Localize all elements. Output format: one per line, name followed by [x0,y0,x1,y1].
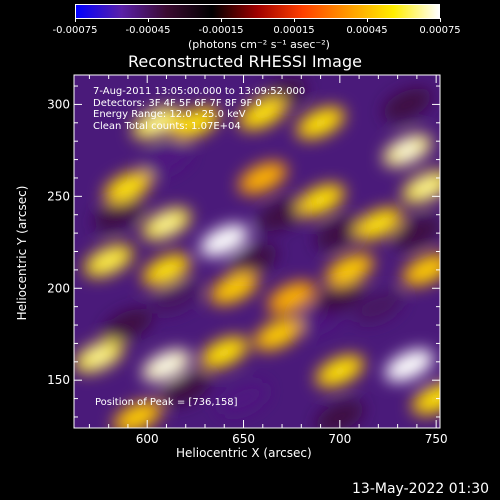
heatmap-low-region [315,217,365,250]
x-axis-label: Heliocentric X (arcsec) [176,446,312,460]
heatmap-bright-core [222,280,246,296]
heatmap-bright-core [367,216,390,232]
heatmap-bright-core [213,345,236,361]
heatmap-low-region [151,281,201,314]
chart-title: Reconstructed RHESSI Image [128,52,362,71]
colorbar-tick-label: -0.00075 [52,25,98,36]
annotation-time-range: 7-Aug-2011 13:05:00.000 to 13:09:52.000 [93,86,306,97]
colorbar-tick-mark [294,18,295,22]
heatmap-bright-core [155,358,178,373]
heatmap-low-region [103,308,153,342]
heatmap-low-region [383,88,432,121]
heatmap-bright-core [415,262,438,278]
annotation-peak-position: Position of Peak = [736,158] [95,397,238,408]
heatmap-bright-core [145,115,168,131]
colorbar-units-label: (photons cm⁻² s⁻¹ asec⁻²) [188,38,330,51]
x-tick-label: 600 [136,432,159,446]
colorbar [75,4,440,19]
colorbar-tick-label: 0.00075 [419,25,461,36]
heatmap-bright-core [155,216,178,232]
heatmap-low-region [315,400,365,428]
heatmap-bright-core [415,179,438,195]
colorbar-tick-label: -0.00015 [198,25,244,36]
y-tick-label: 300 [47,97,70,111]
heatmap-bright-core [116,179,140,195]
heatmap-bright-core [309,192,332,208]
heatmap-bright-core [87,348,111,364]
heatmap-bright-core [267,326,290,342]
heatmap-bright-core [396,142,419,158]
heatmap-low-region [257,198,307,231]
heatmap-bright-core [398,358,421,373]
heatmap-bright-core [213,233,236,248]
heatmap-bright-core [251,106,274,122]
heatmap-low-region [228,244,278,277]
colorbar-tick-label: 0.00015 [273,25,315,36]
x-tick-label: 650 [232,432,255,446]
colorbar-tick-mark [221,18,222,22]
x-tick-label: 700 [328,432,351,446]
heatmap-low-region [315,281,365,314]
colorbar-tick-mark [148,18,149,22]
colorbar-tick-label: -0.00045 [125,25,171,36]
heatmap-low-region [161,373,210,406]
colorbar-tick-mark [440,18,441,22]
heatmap-bright-core [280,290,303,305]
heatmap-low-region [94,198,143,231]
heatmap-bright-core [251,170,274,186]
y-tick-label: 150 [47,373,70,387]
colorbar-tick-mark [367,18,368,22]
annotation-energy-range: Energy Range: 12.0 - 25.0 keV [93,109,246,120]
heatmap-bright-core [328,363,351,379]
heatmap-bright-core [126,409,149,425]
colorbar-tick-mark [75,18,76,22]
annotation-block: 7-Aug-2011 13:05:00.000 to 13:09:52.000 … [93,86,305,132]
y-tick-label: 200 [47,281,70,295]
heatmap-bright-core [97,253,120,269]
annotation-total-counts: Clean Total counts: 1.07E+04 [93,120,241,132]
heatmap-low-region [354,290,403,323]
heatmap-bright-core [338,262,361,278]
heatmap-bright-core [184,115,207,131]
colorbar-tick-label: 0.00045 [346,25,388,36]
footer-timestamp: 13-May-2022 01:30 [352,481,490,497]
heatmap-low-region [142,143,191,176]
heatmap-bright-core [155,262,178,278]
x-tick-label: 750 [425,432,448,446]
y-tick-label: 250 [47,189,70,203]
y-axis-label: Heliocentric Y (arcsec) [15,185,29,321]
heatmap-bright-core [309,115,332,131]
heatmap-low-region [392,217,440,250]
heatmap-low-region [219,382,268,415]
annotation-detectors: Detectors: 3F 4F 5F 6F 7F 8F 9F 0 [93,97,262,109]
